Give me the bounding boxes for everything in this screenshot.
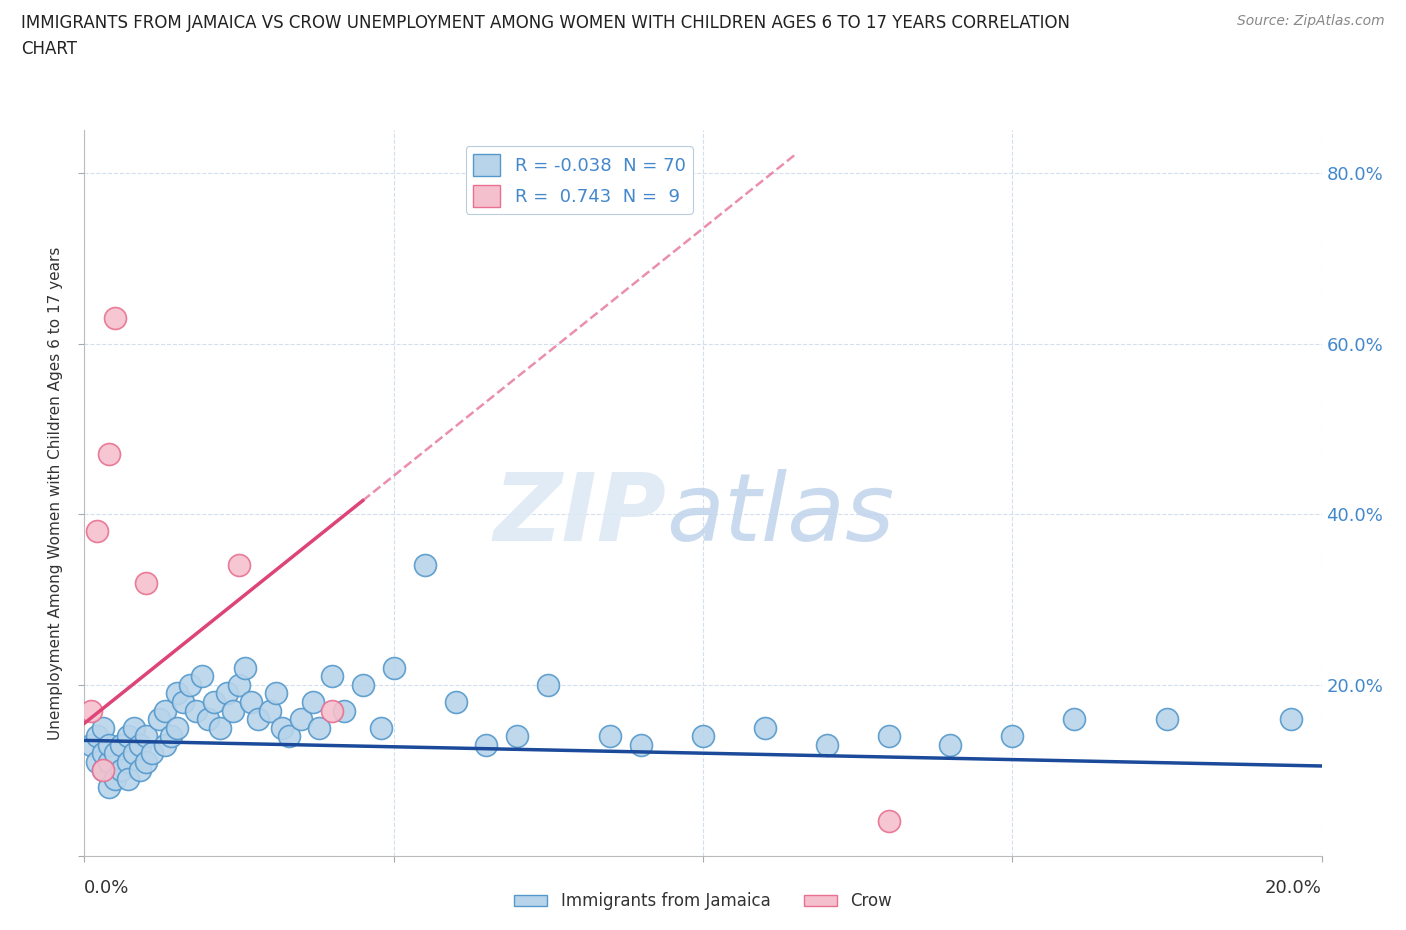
Legend: Immigrants from Jamaica, Crow: Immigrants from Jamaica, Crow xyxy=(508,885,898,917)
Point xyxy=(444,695,467,710)
Text: 0.0%: 0.0% xyxy=(84,879,129,897)
Point xyxy=(202,695,225,710)
Point xyxy=(1156,711,1178,726)
Point xyxy=(86,729,108,744)
Point xyxy=(1279,711,1302,726)
Point xyxy=(91,763,114,777)
Point xyxy=(197,711,219,726)
Point xyxy=(98,447,121,462)
Point xyxy=(630,737,652,752)
Point xyxy=(98,780,121,795)
Point xyxy=(148,711,170,726)
Text: atlas: atlas xyxy=(666,469,894,560)
Point xyxy=(209,720,232,735)
Point xyxy=(277,729,299,744)
Point xyxy=(86,524,108,538)
Point xyxy=(228,677,250,692)
Point xyxy=(240,695,263,710)
Legend: R = -0.038  N = 70, R =  0.743  N =  9: R = -0.038 N = 70, R = 0.743 N = 9 xyxy=(465,147,693,214)
Point xyxy=(222,703,245,718)
Point xyxy=(79,737,101,752)
Point xyxy=(599,729,621,744)
Point xyxy=(98,754,121,769)
Point xyxy=(104,746,127,761)
Point xyxy=(321,703,343,718)
Point xyxy=(86,754,108,769)
Point xyxy=(172,695,194,710)
Point xyxy=(382,660,405,675)
Text: Source: ZipAtlas.com: Source: ZipAtlas.com xyxy=(1237,14,1385,28)
Point xyxy=(98,737,121,752)
Text: IMMIGRANTS FROM JAMAICA VS CROW UNEMPLOYMENT AMONG WOMEN WITH CHILDREN AGES 6 TO: IMMIGRANTS FROM JAMAICA VS CROW UNEMPLOY… xyxy=(21,14,1070,59)
Point xyxy=(370,720,392,735)
Text: 20.0%: 20.0% xyxy=(1265,879,1322,897)
Point xyxy=(122,746,145,761)
Point xyxy=(264,686,287,701)
Point xyxy=(117,771,139,786)
Point xyxy=(122,720,145,735)
Point xyxy=(413,558,436,573)
Point xyxy=(506,729,529,744)
Point xyxy=(259,703,281,718)
Point xyxy=(153,737,176,752)
Point xyxy=(135,575,157,590)
Point xyxy=(271,720,294,735)
Point xyxy=(104,771,127,786)
Point xyxy=(215,686,238,701)
Point xyxy=(91,763,114,777)
Point xyxy=(153,703,176,718)
Y-axis label: Unemployment Among Women with Children Ages 6 to 17 years: Unemployment Among Women with Children A… xyxy=(48,246,63,739)
Point xyxy=(815,737,838,752)
Point xyxy=(141,746,163,761)
Point xyxy=(1001,729,1024,744)
Point xyxy=(246,711,269,726)
Point xyxy=(308,720,330,735)
Point xyxy=(877,814,900,829)
Point xyxy=(939,737,962,752)
Point xyxy=(166,720,188,735)
Point xyxy=(166,686,188,701)
Point xyxy=(91,720,114,735)
Point xyxy=(877,729,900,744)
Point xyxy=(537,677,560,692)
Point xyxy=(179,677,201,692)
Point xyxy=(117,754,139,769)
Point xyxy=(129,737,152,752)
Point xyxy=(754,720,776,735)
Point xyxy=(135,754,157,769)
Point xyxy=(692,729,714,744)
Text: ZIP: ZIP xyxy=(494,469,666,561)
Point xyxy=(184,703,207,718)
Point xyxy=(321,669,343,684)
Point xyxy=(117,729,139,744)
Point xyxy=(110,737,132,752)
Point xyxy=(228,558,250,573)
Point xyxy=(110,763,132,777)
Point xyxy=(233,660,256,675)
Point xyxy=(79,703,101,718)
Point xyxy=(135,729,157,744)
Point xyxy=(104,311,127,325)
Point xyxy=(333,703,356,718)
Point xyxy=(302,695,325,710)
Point xyxy=(352,677,374,692)
Point xyxy=(91,746,114,761)
Point xyxy=(290,711,312,726)
Point xyxy=(160,729,183,744)
Point xyxy=(1063,711,1085,726)
Point xyxy=(475,737,498,752)
Point xyxy=(191,669,214,684)
Point xyxy=(129,763,152,777)
